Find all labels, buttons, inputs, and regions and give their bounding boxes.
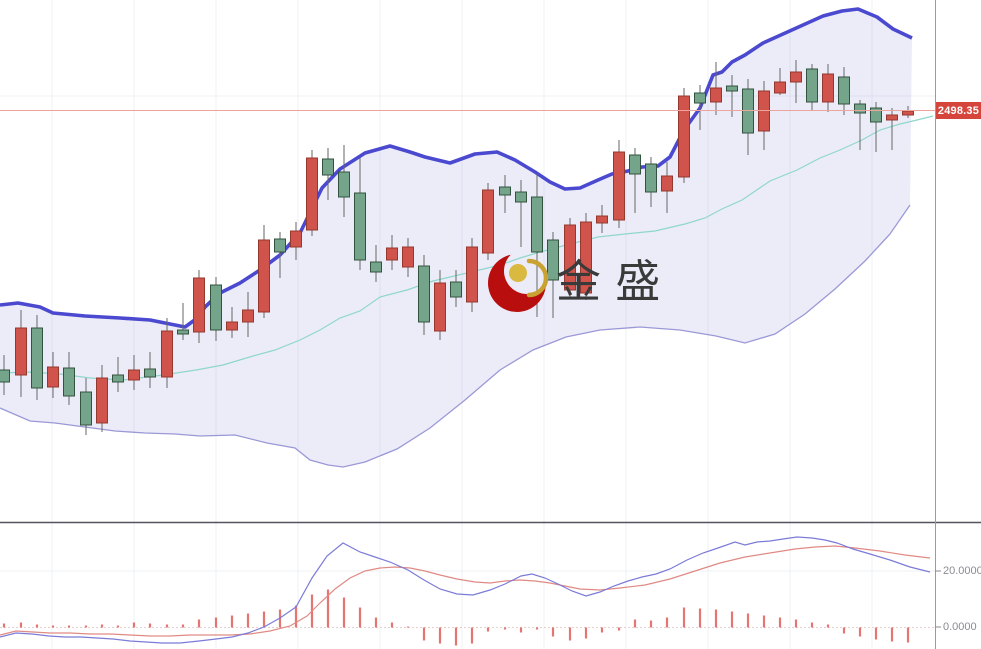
macd-dif-line [0, 536, 931, 644]
watermark: 金 盛 [484, 248, 660, 314]
broker-logo-icon [488, 254, 549, 312]
macd-dea-line [0, 545, 931, 637]
watermark-text: 金 盛 [556, 254, 661, 308]
macd-histogram [2, 589, 910, 646]
macd-axis-tick-20: 20.0000 [943, 565, 981, 577]
bollinger-lower-band [0, 204, 911, 468]
bollinger-upper-band [0, 7, 913, 329]
macd-axis-tick-0: 0.0000 [943, 621, 977, 633]
bollinger-band-fill [0, 9, 912, 467]
last-price-label: 2498.35 [936, 102, 981, 119]
